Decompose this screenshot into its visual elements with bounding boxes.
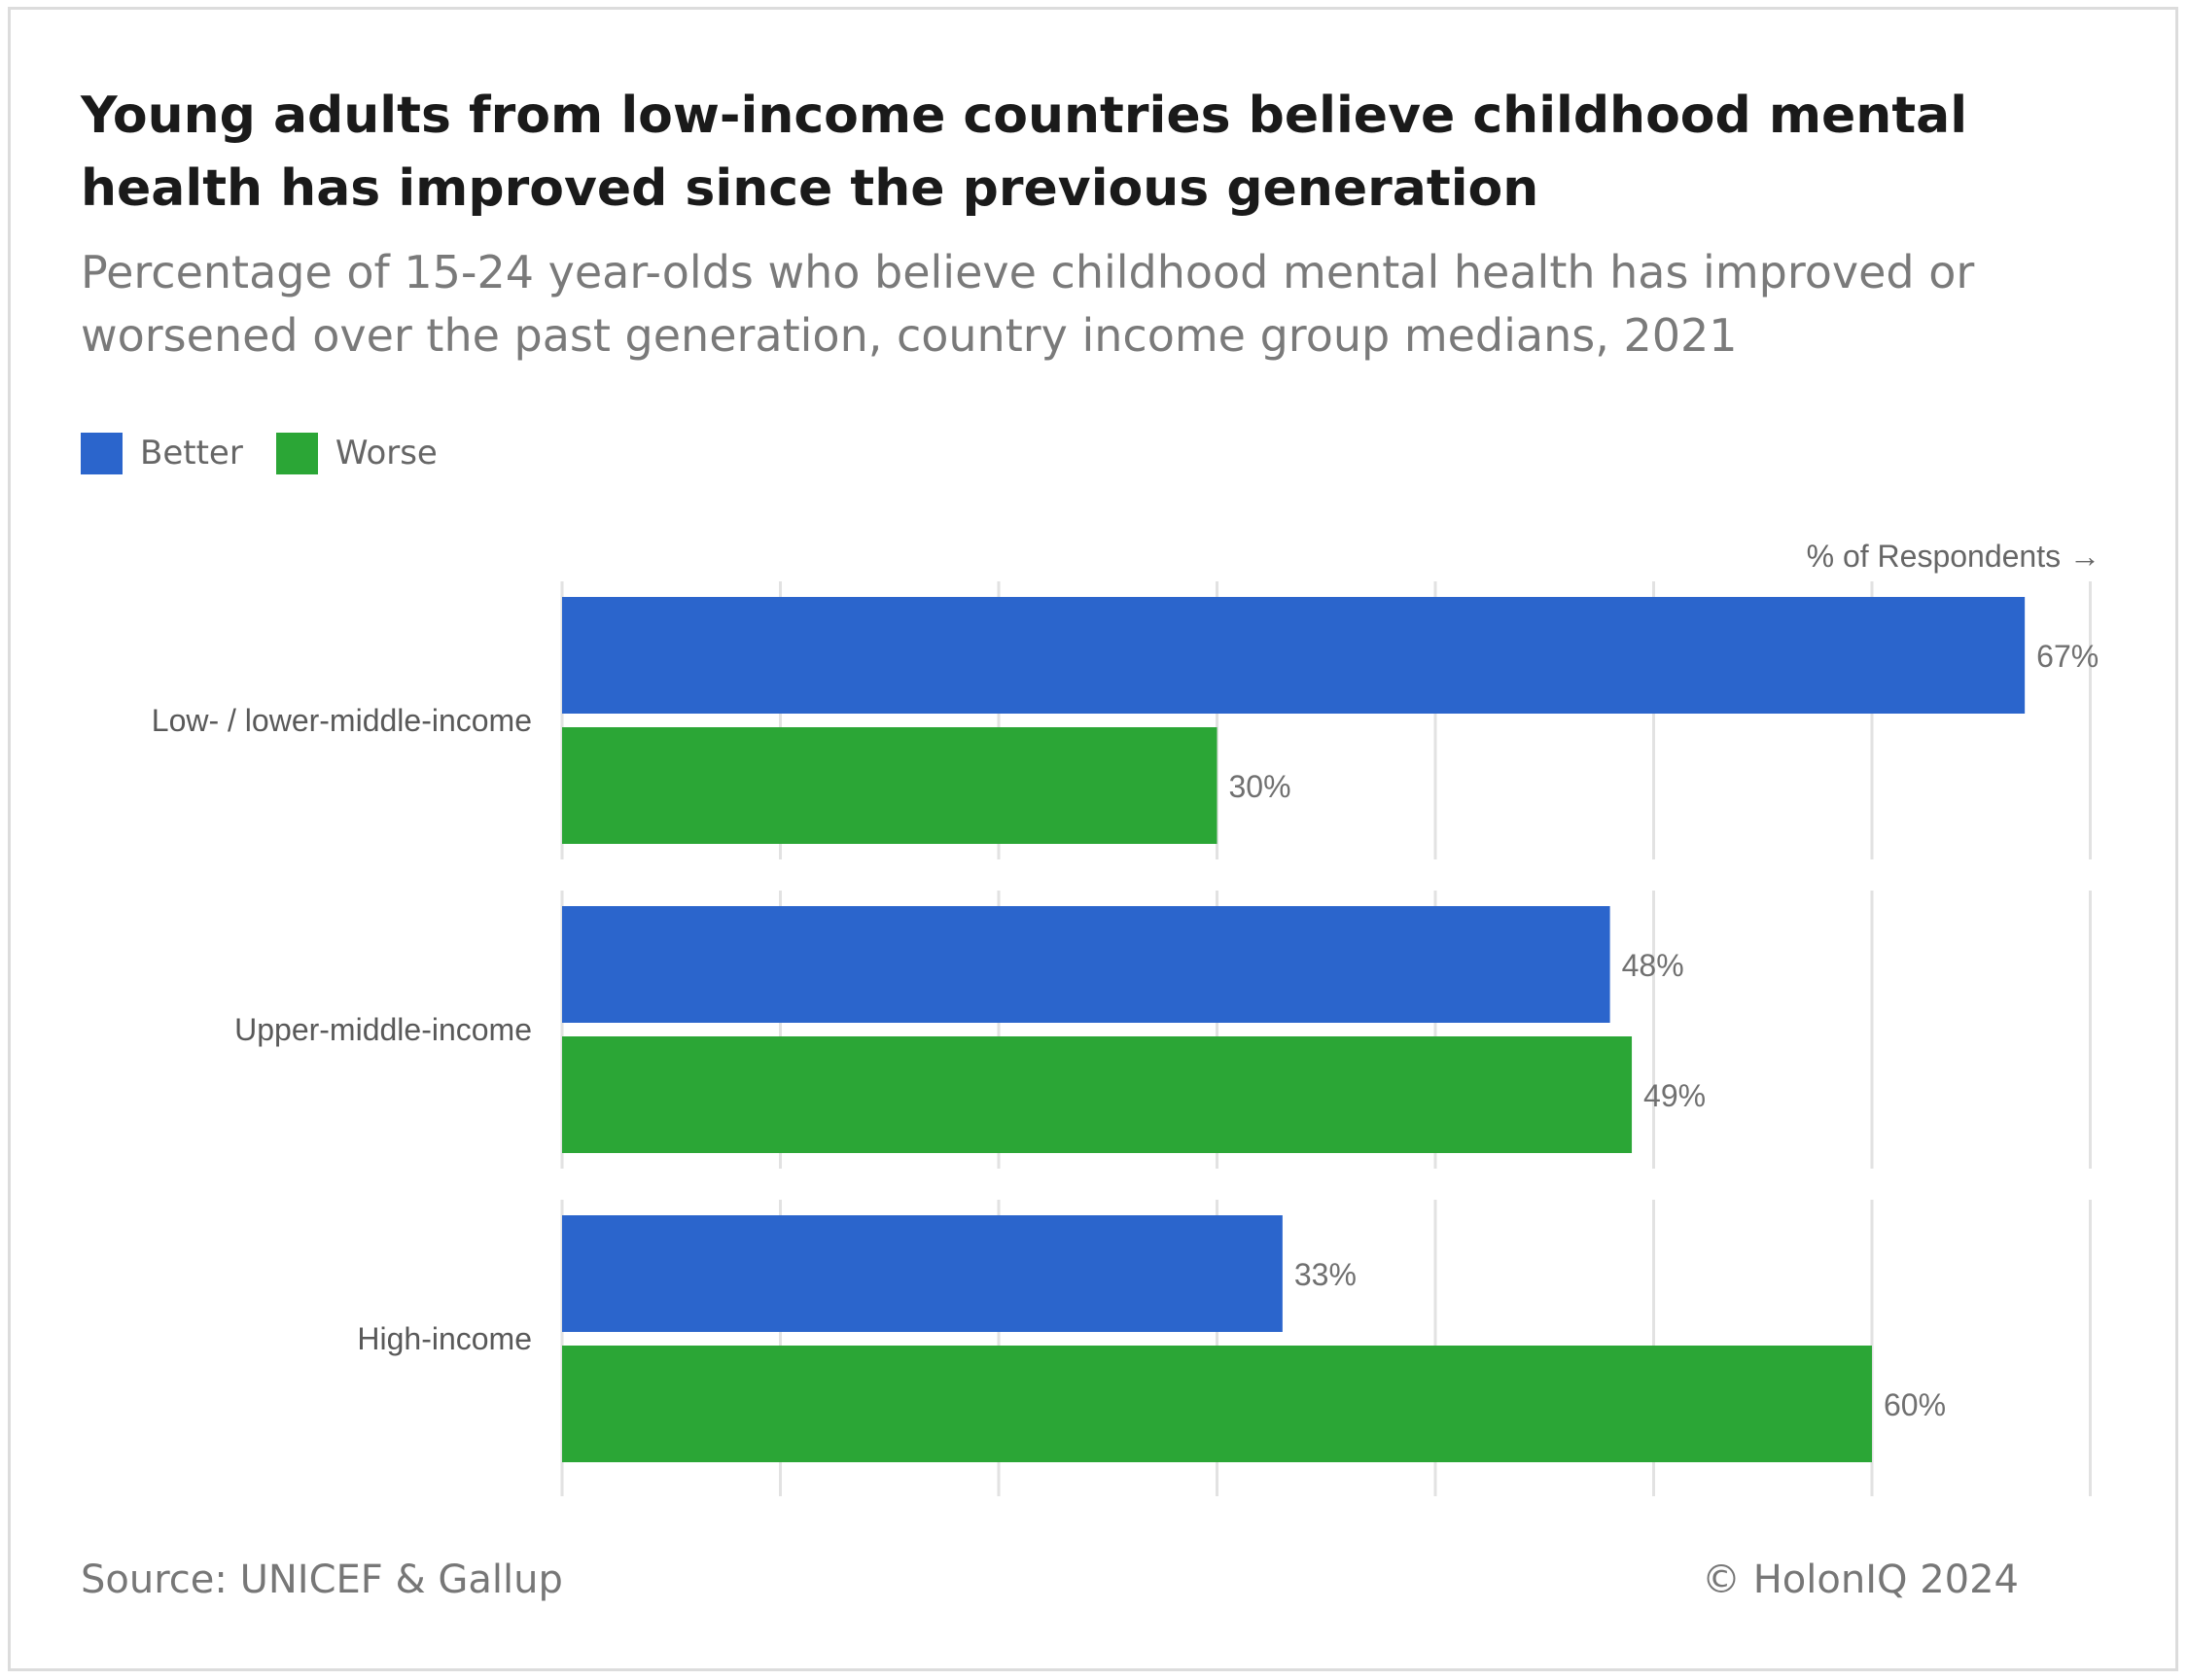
category-label: High-income [357, 1321, 532, 1356]
copyright-note: © HolonIQ 2024 [1702, 1558, 2019, 1602]
legend-label-better: Better [140, 434, 243, 472]
legend: Better Worse [81, 432, 471, 474]
data-label: 30% [1229, 769, 1291, 804]
category-label: Upper-middle-income [234, 1012, 532, 1047]
axis-label: % of Respondents → [1807, 539, 2100, 574]
data-label: 48% [1622, 948, 1684, 983]
bar-better [562, 906, 1610, 1023]
bar-worse [562, 1036, 1633, 1153]
data-label: 60% [1884, 1387, 1946, 1422]
labels: % of Respondents → Low- / lower-middle-in… [152, 539, 2100, 1422]
bar-worse [562, 1346, 1872, 1462]
chart-frame [8, 7, 2178, 1671]
data-label: 33% [1294, 1257, 1357, 1292]
legend-swatch-worse [275, 432, 318, 474]
data-label: 49% [1643, 1078, 1706, 1113]
legend-label-worse: Worse [335, 434, 438, 472]
chart-title: Young adults from low-income countries b… [81, 87, 1968, 218]
bar-better [562, 1215, 1283, 1332]
category-label: Low- / lower-middle-income [152, 703, 532, 738]
bar-worse [562, 727, 1218, 844]
bar-better [562, 597, 2026, 714]
bars [562, 597, 2026, 1462]
chart-subtitle: Percentage of 15-24 year-olds who believ… [81, 246, 1975, 362]
legend-item-better[interactable]: Better [81, 432, 243, 474]
legend-item-worse[interactable]: Worse [275, 432, 438, 474]
data-label: 67% [2036, 639, 2099, 674]
source-note: Source: UNICEF & Gallup [81, 1558, 563, 1602]
legend-swatch-better [81, 432, 123, 474]
